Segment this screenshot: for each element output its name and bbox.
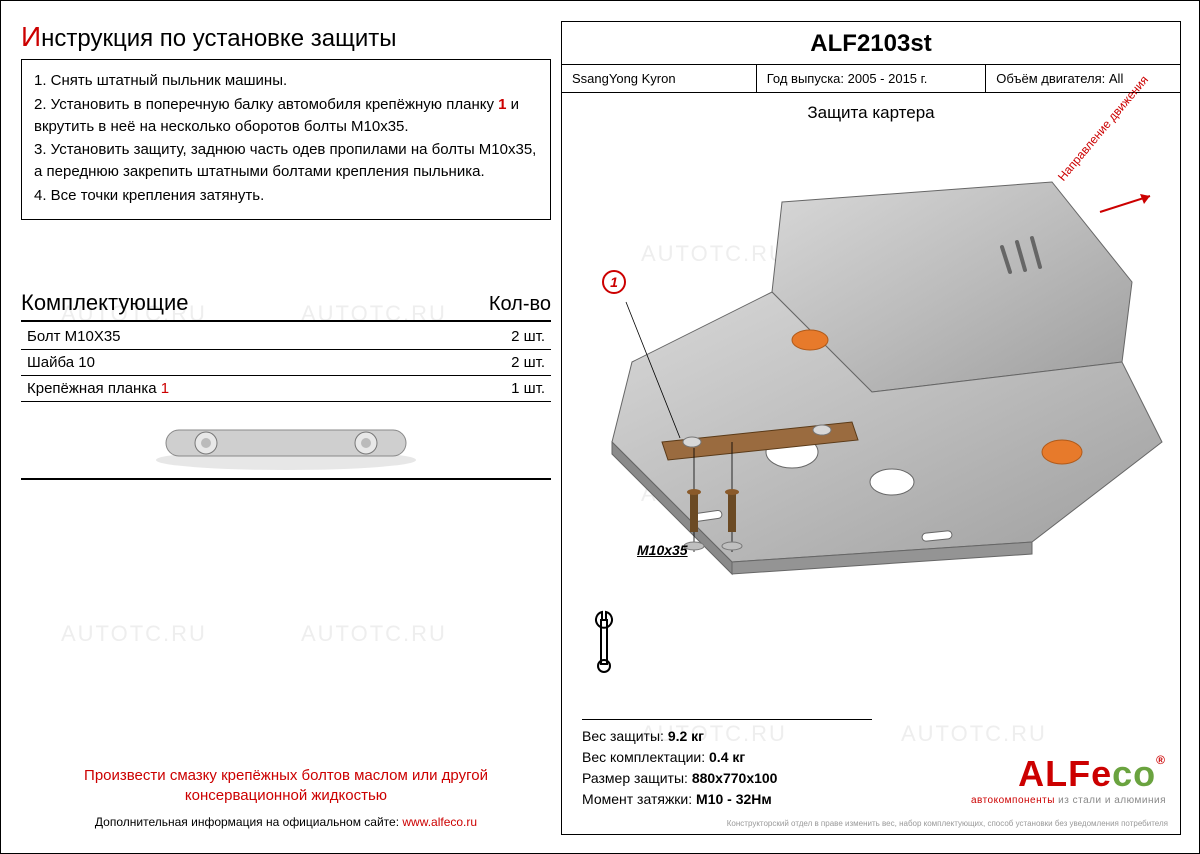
- diagram-title: Защита картера: [562, 93, 1180, 127]
- instruction-step: 4. Все точки крепления затянуть.: [34, 185, 538, 207]
- wrench-icon: [584, 604, 624, 674]
- qty-label: Кол-во: [489, 293, 551, 316]
- footer-info: Дополнительная информация на официальном…: [21, 815, 551, 829]
- component-name: Болт М10Х35: [21, 324, 471, 350]
- table-row: Болт М10Х35 2 шт.: [21, 324, 551, 350]
- spec-row: Момент затяжки: М10 - 32Нм: [582, 789, 872, 810]
- spec-row: Вес комплектации: 0.4 кг: [582, 747, 872, 768]
- watermark: AUTOTC.RU: [301, 621, 447, 647]
- brand-logo: ALFeсо® автокомпоненты из стали и алюмин…: [971, 753, 1166, 806]
- component-qty: 1 шт.: [471, 375, 551, 401]
- lubrication-warning: Произвести смазку крепёжных болтов масло…: [21, 766, 551, 805]
- component-name: Шайба 10: [21, 349, 471, 375]
- callout-circle-1: 1: [602, 270, 626, 294]
- left-column: Инструкция по установке защиты 1. Снять …: [21, 21, 551, 480]
- website-url: www.alfeco.ru: [402, 815, 477, 829]
- table-row: Шайба 10 2 шт.: [21, 349, 551, 375]
- product-code: ALF2103st: [562, 22, 1180, 65]
- instruction-step: 3. Установить защиту, заднюю часть одев …: [34, 139, 538, 183]
- components-section: Комплектующие Кол-во Болт М10Х35 2 шт. Ш…: [21, 290, 551, 480]
- components-label: Комплектующие: [21, 290, 188, 316]
- instructions-box: 1. Снять штатный пыльник машины. 2. Уста…: [21, 59, 551, 220]
- bracket-illustration: [136, 412, 436, 472]
- components-header: Комплектующие Кол-во: [21, 290, 551, 322]
- specifications: Вес защиты: 9.2 кг Вес комплектации: 0.4…: [582, 719, 872, 810]
- component-qty: 2 шт.: [471, 324, 551, 350]
- page-root: AUTOTC.RU AUTOTC.RU AUTOTC.RU AUTOTC.RU …: [0, 0, 1200, 854]
- bolt-size-label: М10х35: [637, 542, 688, 558]
- instructions-title: Инструкция по установке защиты: [21, 21, 551, 53]
- engine-cell: Объём двигателя: All: [986, 65, 1180, 92]
- title-rest: нструкция по установке защиты: [41, 25, 396, 52]
- product-meta-row: SsangYong Kyron Год выпуска: 2005 - 2015…: [562, 65, 1180, 93]
- component-name: Крепёжная планка 1: [21, 375, 471, 401]
- logo-text: ALFeсо®: [971, 753, 1166, 795]
- spec-row: Вес защиты: 9.2 кг: [582, 726, 872, 747]
- disclaimer-text: Конструкторский отдел в праве изменить в…: [727, 819, 1168, 828]
- year-cell: Год выпуска: 2005 - 2015 г.: [757, 65, 987, 92]
- watermark: AUTOTC.RU: [61, 621, 207, 647]
- table-row: Крепёжная планка 1 1 шт.: [21, 375, 551, 401]
- vehicle-name: SsangYong Kyron: [562, 65, 757, 92]
- logo-subtitle: автокомпоненты из стали и алюминия: [971, 795, 1166, 806]
- component-qty: 2 шт.: [471, 349, 551, 375]
- components-table: Болт М10Х35 2 шт. Шайба 10 2 шт. Крепёжн…: [21, 324, 551, 402]
- instruction-step: 2. Установить в поперечную балку автомоб…: [34, 94, 538, 138]
- callout-1: 1: [602, 270, 626, 294]
- divider: [21, 478, 551, 480]
- spec-row: Размер защиты: 880х770х100: [582, 768, 872, 789]
- instruction-step: 1. Снять штатный пыльник машины.: [34, 70, 538, 92]
- title-first-letter: И: [21, 21, 41, 52]
- right-column: ALF2103st SsangYong Kyron Год выпуска: 2…: [561, 21, 1181, 835]
